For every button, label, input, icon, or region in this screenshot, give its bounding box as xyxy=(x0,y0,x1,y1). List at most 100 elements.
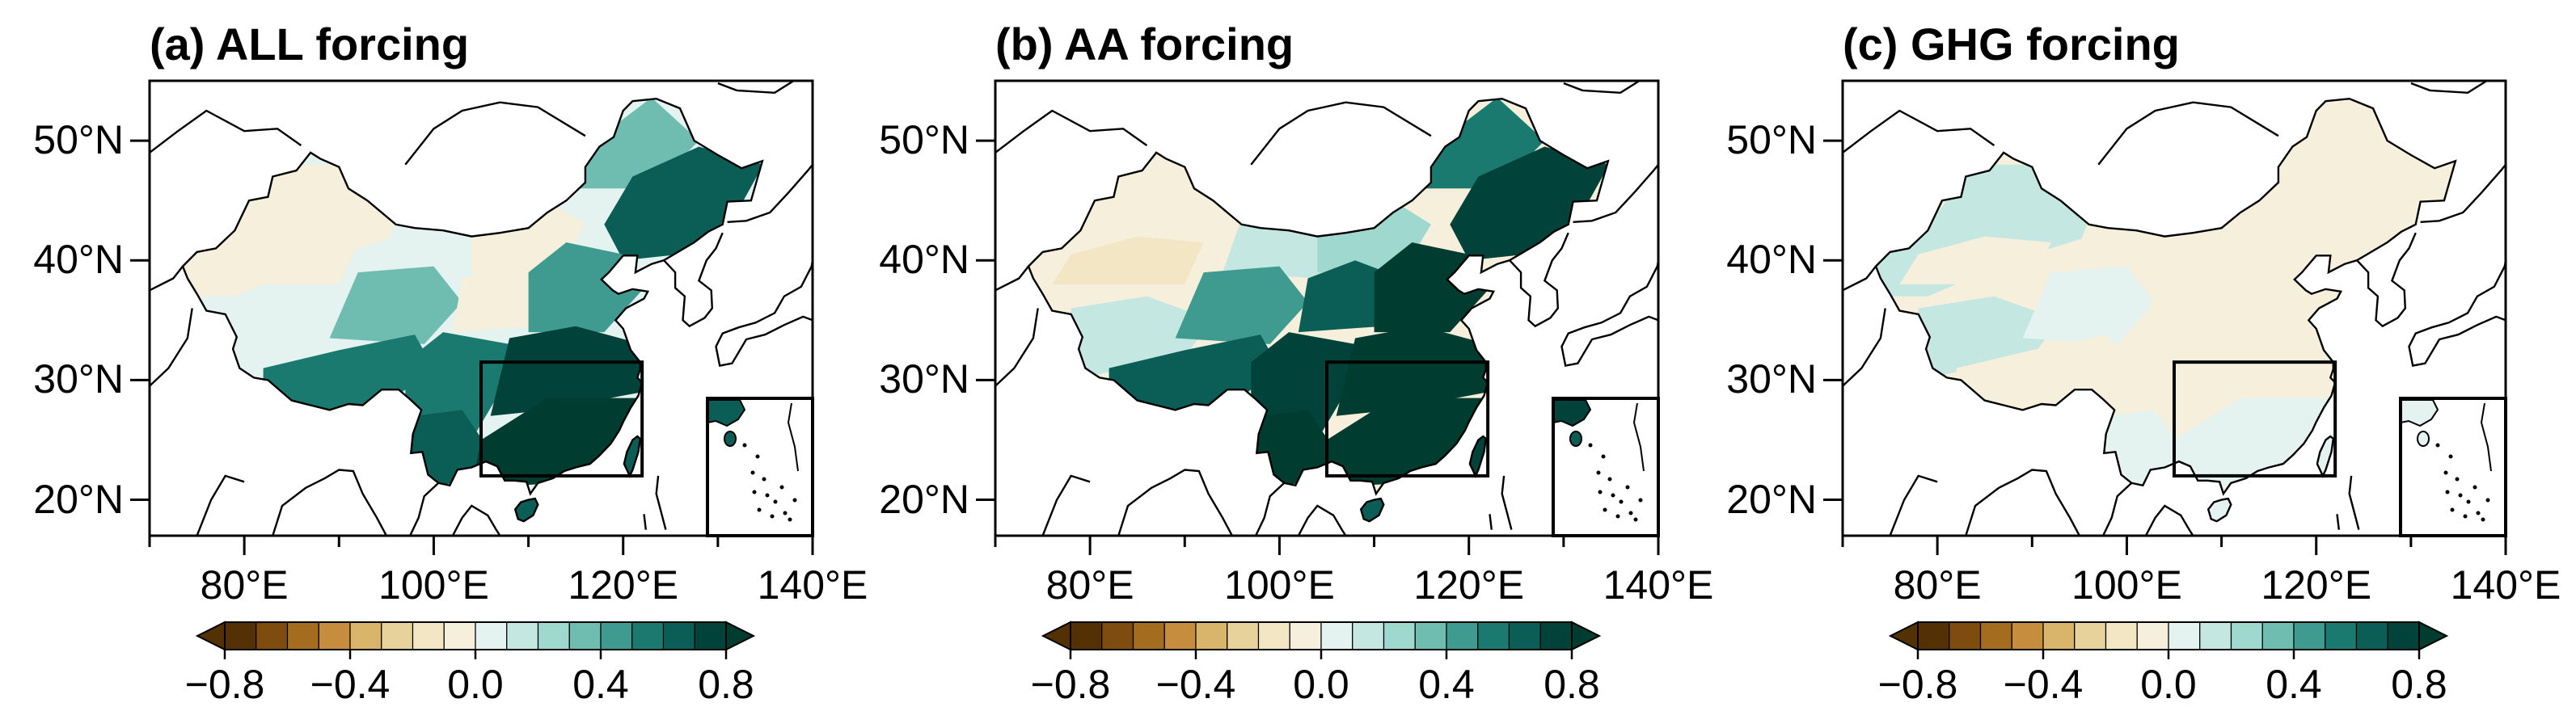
lon-tick-label: 80°E xyxy=(1045,562,1134,608)
lon-tick-label: 100°E xyxy=(2071,562,2182,608)
colorbar-swatch xyxy=(1227,621,1260,650)
colorbar-tick-label: 0.4 xyxy=(1418,662,1475,707)
map-figure xyxy=(130,79,814,659)
colorbar-swatch xyxy=(1163,621,1197,650)
colorbar-swatch xyxy=(1979,621,2012,650)
panel-title: (b) AA forcing xyxy=(995,19,1294,69)
colorbar-swatch xyxy=(2105,621,2138,650)
colorbar-swatch xyxy=(1132,621,1165,650)
lat-tick-label: 40°N xyxy=(879,237,969,283)
region-qinghai xyxy=(1175,266,1308,344)
colorbar-swatch xyxy=(318,621,351,650)
map-panel-c: (c) GHG forcing 50°N 40°N 30°N 20°N 80°E 100°… xyxy=(1693,0,2561,728)
colorbar-swatch xyxy=(1414,621,1447,650)
region-sichuan xyxy=(1251,332,1356,440)
hainan-island xyxy=(513,497,539,523)
colorbar-swatch xyxy=(537,621,570,650)
china-boundary xyxy=(1027,97,1610,496)
colorbar-swatch xyxy=(2261,621,2295,650)
colorbar-extend-max xyxy=(725,621,756,651)
colorbar-swatch xyxy=(2387,621,2420,650)
coastlines xyxy=(150,81,813,536)
colorbar-extend-max xyxy=(2418,621,2449,651)
lon-tick-label: 120°E xyxy=(1413,562,1525,608)
colorbar-swatch xyxy=(1352,621,1385,650)
lat-tick-label: 40°N xyxy=(33,237,124,283)
colorbar-swatch xyxy=(1539,621,1573,650)
hainan-island xyxy=(1359,497,1385,523)
panel-title: (c) GHG forcing xyxy=(1843,19,2180,69)
region-north-china xyxy=(2221,242,2336,333)
region-north-china xyxy=(528,242,643,333)
region-northeast xyxy=(1450,146,1608,261)
colorbar-swatch xyxy=(1917,621,1950,650)
region-tarim xyxy=(1052,236,1204,284)
colorbar-swatch xyxy=(1508,621,1541,650)
taiwan-island xyxy=(1468,435,1488,478)
colorbar-swatch xyxy=(1257,621,1290,650)
china-boundary xyxy=(181,97,764,496)
lat-tick-label: 30°N xyxy=(879,356,969,402)
coastlines xyxy=(1843,81,2506,536)
colorbar-swatch xyxy=(412,621,445,650)
colorbar-tick-label: −0.4 xyxy=(310,662,391,707)
colorbar-swatch xyxy=(631,621,665,650)
map-panel-a: (a) ALL forcing 50°N 40°N 30°N 20°N 80°E 100°… xyxy=(0,0,868,728)
colorbar-swatch xyxy=(2355,621,2388,650)
region-sichuan xyxy=(405,332,510,440)
lat-tick-label: 30°N xyxy=(33,356,124,402)
colorbar-extend-min xyxy=(1041,621,1071,651)
lat-tick-label: 20°N xyxy=(879,476,969,522)
colorbar-tick-label: 0.0 xyxy=(2140,662,2197,707)
lon-tick-label: 120°E xyxy=(2261,562,2372,608)
colorbar-swatch xyxy=(2230,621,2263,650)
lat-tick-label: 50°N xyxy=(33,117,124,163)
colorbar-swatch xyxy=(255,621,289,650)
colorbar-swatch xyxy=(224,621,257,650)
colorbar-tick-label: 0.0 xyxy=(1293,662,1349,707)
lat-tick-label: 30°N xyxy=(1726,356,1817,402)
region-north-china xyxy=(1374,242,1489,333)
lon-tick-label: 80°E xyxy=(1893,562,1982,608)
map-frame xyxy=(994,79,1660,537)
taiwan-island xyxy=(2316,435,2335,478)
coastlines xyxy=(995,81,1658,536)
colorbar-extend-min xyxy=(1888,621,1919,651)
region-qinghai xyxy=(329,266,462,344)
china-boundary xyxy=(1874,97,2457,496)
lon-tick-label: 80°E xyxy=(200,562,289,608)
colorbar-tick-label: 0.0 xyxy=(447,662,504,707)
colorbar-swatch xyxy=(662,621,695,650)
colorbar-swatch xyxy=(1949,621,1982,650)
colorbar-swatch xyxy=(2199,621,2232,650)
region-northeast xyxy=(604,146,762,261)
analysis-box xyxy=(2173,360,2337,478)
region-yangtze xyxy=(1336,326,1489,416)
taiwan-island xyxy=(623,435,642,478)
lon-tick-label: 140°E xyxy=(1603,562,1714,608)
colorbar-extend-max xyxy=(1571,621,1602,651)
map-frame xyxy=(1841,79,2507,537)
colorbar-tick-label: 0.4 xyxy=(2266,662,2322,707)
colorbar-swatch xyxy=(349,621,382,650)
map-frame xyxy=(148,79,814,537)
colorbar xyxy=(195,621,756,659)
panel-title: (a) ALL forcing xyxy=(150,19,470,69)
lat-tick-label: 40°N xyxy=(1726,237,1817,283)
colorbar-swatch xyxy=(2042,621,2076,650)
colorbar-swatch xyxy=(568,621,602,650)
lat-tick-label: 20°N xyxy=(1726,476,1817,522)
colorbar-swatch xyxy=(286,621,319,650)
colorbar-tick-label: 0.8 xyxy=(2391,662,2447,707)
colorbar-tick-label: 0.4 xyxy=(572,662,629,707)
region-tibet-west xyxy=(1918,296,2061,381)
colorbar-swatch xyxy=(2136,621,2169,650)
lon-tick-label: 120°E xyxy=(568,562,679,608)
colorbar-swatch xyxy=(1195,621,1228,650)
lon-tick-label: 140°E xyxy=(757,562,868,608)
colorbar-swatch xyxy=(2293,621,2326,650)
south-china-sea-inset xyxy=(1552,397,1660,537)
colorbar-swatch xyxy=(694,621,727,650)
analysis-box xyxy=(1325,360,1490,478)
region-tibet-west xyxy=(225,296,368,381)
